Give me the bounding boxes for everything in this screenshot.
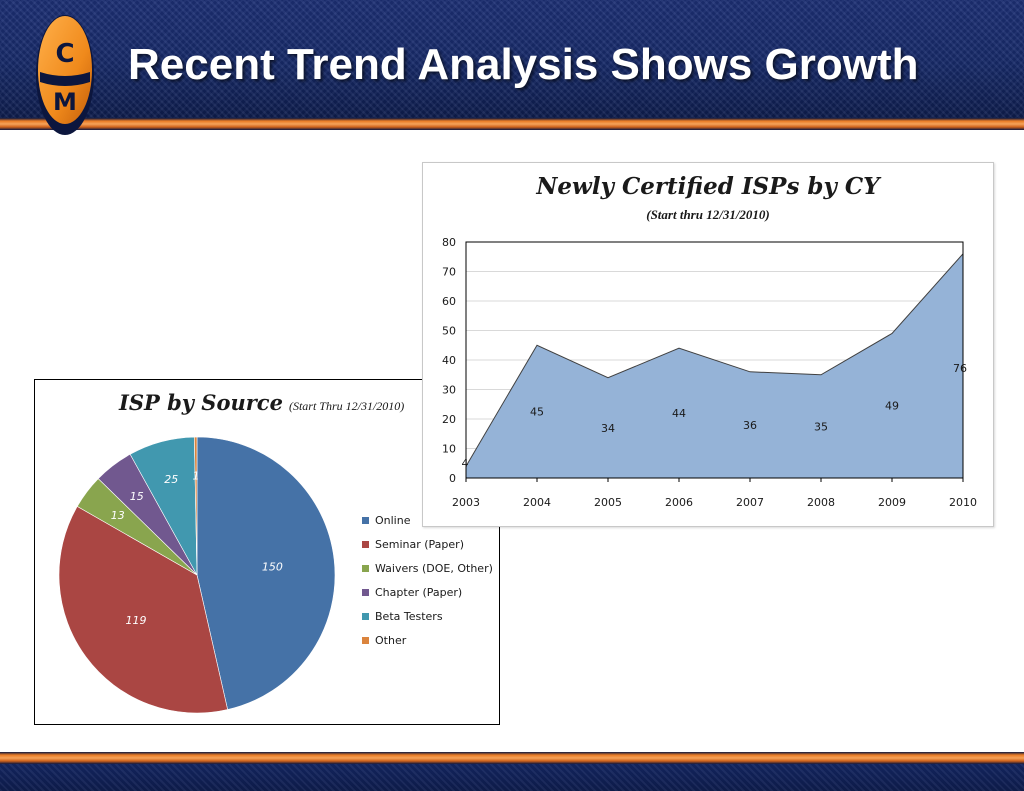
pie-chart-title-line: ISP by Source (Start Thru 12/31/2010) xyxy=(119,390,404,415)
area-data-label: 34 xyxy=(601,422,615,435)
footer-orange-stripe xyxy=(0,752,1024,764)
legend-item: Online xyxy=(362,508,493,532)
legend-item: Chapter (Paper) xyxy=(362,580,493,604)
header-orange-stripe xyxy=(0,118,1024,130)
cm-logo: C M xyxy=(36,15,94,135)
pie-data-label: 25 xyxy=(164,473,178,486)
plot-area-border xyxy=(465,241,964,479)
x-tick-label: 2003 xyxy=(452,496,480,509)
x-tick-label: 2005 xyxy=(594,496,622,509)
pie-chart: 150 119 13 15 25 1 xyxy=(58,436,336,714)
legend-item: Beta Testers xyxy=(362,604,493,628)
legend-label: Chapter (Paper) xyxy=(375,585,463,599)
pie-data-label: 1 xyxy=(193,470,200,483)
area-chart: 0 10 20 30 40 50 60 70 80 2003 2004 2005 2006 2007 200… xyxy=(442,236,977,509)
legend-swatch xyxy=(362,516,369,524)
area-data-label: 44 xyxy=(672,407,686,420)
legend-item: Waivers (DOE, Other) xyxy=(362,556,493,580)
y-tick-label: 10 xyxy=(442,443,456,456)
area-data-label: 35 xyxy=(814,420,828,433)
pie-data-label: 119 xyxy=(125,614,146,627)
legend-label: Online xyxy=(375,513,411,527)
y-tick-label: 60 xyxy=(442,295,456,308)
legend-label: Waivers (DOE, Other) xyxy=(375,561,493,575)
legend-swatch xyxy=(362,588,369,596)
pie-chart-panel: ISP by Source (Start Thru 12/31/2010) 150… xyxy=(34,379,500,725)
legend-item: Seminar (Paper) xyxy=(362,532,493,556)
logo-letter-m: M xyxy=(53,88,77,116)
pie-slice-other xyxy=(194,436,198,576)
pie-data-label: 13 xyxy=(111,509,125,522)
area-data-label: 36 xyxy=(743,419,757,432)
area-data-label: 4 xyxy=(462,457,469,470)
legend-label: Other xyxy=(375,633,407,647)
pie-slice-seminar-paper xyxy=(58,505,228,714)
legend-swatch xyxy=(362,540,369,548)
y-tick-label: 0 xyxy=(449,472,456,485)
legend-item: Other xyxy=(362,628,493,652)
x-tick-label: 2007 xyxy=(736,496,764,509)
area-data-label: 76 xyxy=(953,362,967,375)
area-data-label: 49 xyxy=(885,400,899,413)
y-tick-label: 50 xyxy=(442,325,456,338)
legend-label: Beta Testers xyxy=(375,609,443,623)
area-chart-subtitle: (Start thru 12/31/2010) xyxy=(646,207,770,222)
header-band xyxy=(0,0,1024,118)
pie-chart-title: ISP by Source xyxy=(119,390,283,415)
x-tick-label: 2009 xyxy=(878,496,906,509)
logo-letter-c: C xyxy=(55,39,74,69)
area-chart-panel: Newly Certified ISPs by CY (Start thru 1… xyxy=(422,162,994,527)
slide-title: Recent Trend Analysis Shows Growth xyxy=(128,40,919,89)
y-tick-label: 40 xyxy=(442,354,456,367)
pie-slice-online xyxy=(196,436,336,710)
legend-swatch xyxy=(362,612,369,620)
x-tick-label: 2010 xyxy=(949,496,977,509)
y-tick-label: 20 xyxy=(442,413,456,426)
area-series xyxy=(465,252,964,479)
y-tick-label: 30 xyxy=(442,384,456,397)
pie-chart-subtitle: (Start Thru 12/31/2010) xyxy=(288,399,405,413)
legend-label: Seminar (Paper) xyxy=(375,537,464,551)
pie-data-label: 150 xyxy=(262,561,283,574)
y-tick-label: 80 xyxy=(442,236,456,249)
legend-swatch xyxy=(362,564,369,572)
x-tick-label: 2004 xyxy=(523,496,551,509)
area-data-label: 45 xyxy=(530,406,544,419)
x-tick-label: 2006 xyxy=(665,496,693,509)
legend-swatch xyxy=(362,636,369,644)
pie-legend: Online Seminar (Paper) Waivers (DOE, Other… xyxy=(362,508,493,652)
y-tick-label: 70 xyxy=(442,266,456,279)
area-chart-title: Newly Certified ISPs by CY xyxy=(536,173,880,200)
x-tick-label: 2008 xyxy=(807,496,835,509)
pie-data-label: 15 xyxy=(130,490,144,503)
